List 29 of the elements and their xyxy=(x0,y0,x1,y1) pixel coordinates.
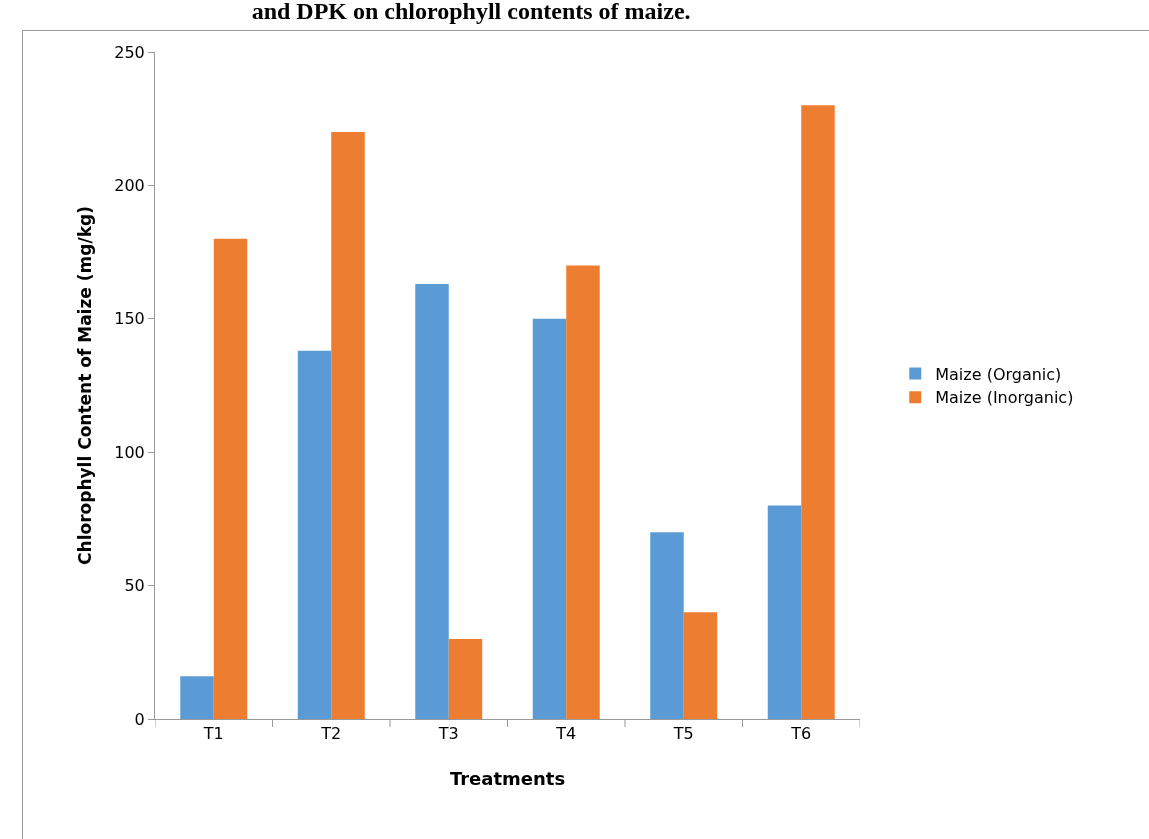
bar xyxy=(683,612,718,719)
y-tick-label: 200 xyxy=(114,176,145,195)
y-tick-label: 0 xyxy=(134,709,145,729)
x-axis-title: Treatments xyxy=(449,768,566,790)
y-axis-title: Chlorophyll Content of Maize (mg/kg) xyxy=(74,206,95,565)
x-tick-label: T5 xyxy=(672,724,694,744)
y-tick-label: 50 xyxy=(124,576,145,596)
y-tick-label: 150 xyxy=(114,309,145,329)
x-tick-label: T6 xyxy=(790,724,812,744)
legend-label: Maize (Inorganic) xyxy=(935,388,1074,408)
y-tick-label: 250 xyxy=(114,42,145,62)
bar xyxy=(801,105,835,719)
y-tick-label: 100 xyxy=(114,442,145,462)
bar xyxy=(213,238,248,719)
bar xyxy=(566,265,600,719)
x-tick-label: T3 xyxy=(437,724,459,744)
bar xyxy=(415,284,449,719)
x-tick-label: T1 xyxy=(202,724,224,744)
bar xyxy=(297,350,332,719)
legend-label: Maize (Organic) xyxy=(935,364,1062,384)
bar xyxy=(767,505,802,719)
bar xyxy=(331,132,365,719)
x-tick-label: T2 xyxy=(320,724,342,744)
bar xyxy=(650,532,684,719)
bar xyxy=(532,318,567,719)
bar xyxy=(448,638,483,719)
x-tick-label: T4 xyxy=(555,724,577,744)
chart-title: and DPK on chlorophyll contents of maize. xyxy=(251,0,691,24)
bar xyxy=(180,676,214,719)
